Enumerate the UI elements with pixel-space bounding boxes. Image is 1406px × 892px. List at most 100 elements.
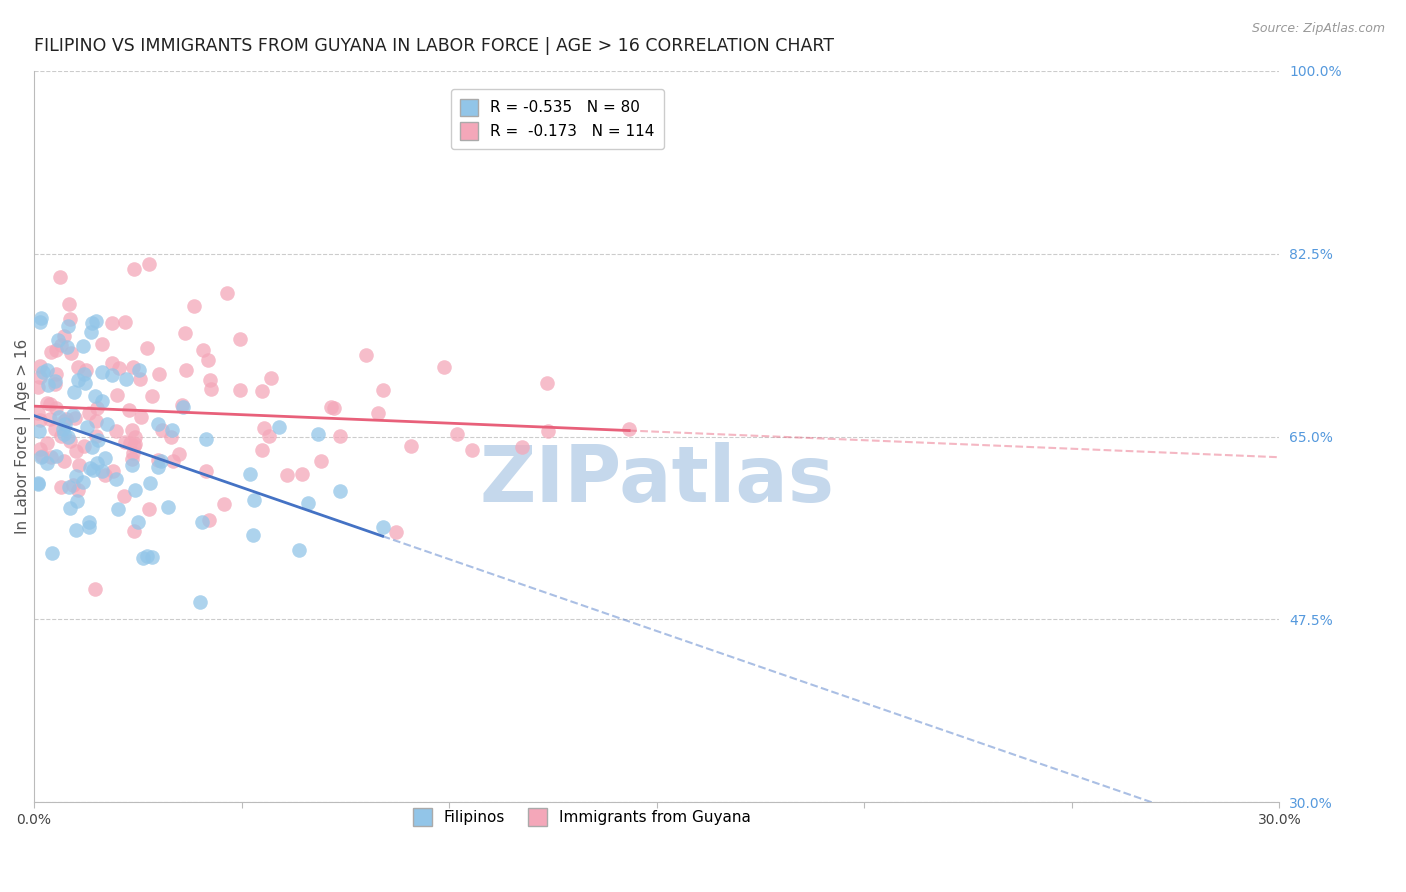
Point [67,359,90,374]
Point [169,447,191,461]
Point [58,297,80,311]
Point [250,384,273,398]
Point [63,385,86,400]
Point [84,582,107,596]
Point [60,346,83,360]
Point [37,378,59,392]
Point [52,453,75,467]
Point [195,432,218,446]
Point [45,343,67,357]
Point [63,411,86,425]
Point [83,389,105,403]
Point [122,439,145,453]
Point [84,314,107,328]
Point [67,458,90,472]
Point [239,467,262,482]
Point [91,336,114,351]
Point [49,270,72,285]
Point [73,438,96,452]
Point [28,442,51,456]
Point [48,409,70,424]
Point [27,380,49,394]
Point [148,367,170,381]
Point [38,397,60,411]
Point [174,326,197,340]
Point [461,442,484,457]
Point [73,367,96,381]
Point [44,422,66,436]
Point [108,361,131,376]
Point [146,459,169,474]
Point [101,464,124,478]
Point [96,417,118,432]
Point [121,458,143,472]
Point [66,373,89,387]
Point [28,425,51,439]
Point [188,595,211,609]
Point [80,440,103,454]
Point [59,501,82,516]
Point [53,329,76,343]
Point [139,476,162,491]
Point [195,464,218,478]
Point [121,360,143,375]
Point [35,436,58,450]
Point [215,286,238,301]
Point [183,299,205,313]
Point [433,359,456,374]
Point [28,359,51,373]
Point [162,423,184,437]
Point [124,430,146,444]
Point [27,406,49,420]
Point [105,472,128,486]
Point [49,480,72,494]
Point [267,420,290,434]
Point [53,417,76,431]
Point [35,363,58,377]
Point [35,395,58,409]
Point [309,454,332,468]
Point [77,515,100,529]
Point [65,469,87,483]
Point [619,422,641,436]
Point [58,434,80,448]
Point [37,456,59,470]
Point [67,483,90,497]
Point [27,477,49,491]
Point [122,446,145,460]
Point [141,389,163,403]
Point [93,450,115,465]
Point [124,524,146,538]
Point [84,428,107,442]
Point [323,401,346,416]
Point [288,543,311,558]
Point [260,371,283,385]
Point [257,429,280,443]
Point [59,311,82,326]
Point [73,376,96,391]
Point [212,497,235,511]
Point [117,403,139,417]
Point [121,423,143,437]
Point [52,414,75,428]
Point [120,436,142,450]
Point [45,401,67,415]
Point [84,414,107,428]
Point [39,450,62,465]
Point [28,413,51,427]
Point [38,412,60,426]
Point [45,368,67,382]
Point [307,426,329,441]
Point [41,546,63,560]
Point [105,387,128,401]
Point [141,549,163,564]
Point [149,454,172,468]
Point [94,468,117,483]
Point [510,440,533,454]
Y-axis label: In Labor Force | Age > 16: In Labor Force | Age > 16 [15,339,31,534]
Point [55,412,77,426]
Text: Source: ZipAtlas.com: Source: ZipAtlas.com [1251,22,1385,36]
Point [250,443,273,458]
Point [138,501,160,516]
Point [45,449,67,463]
